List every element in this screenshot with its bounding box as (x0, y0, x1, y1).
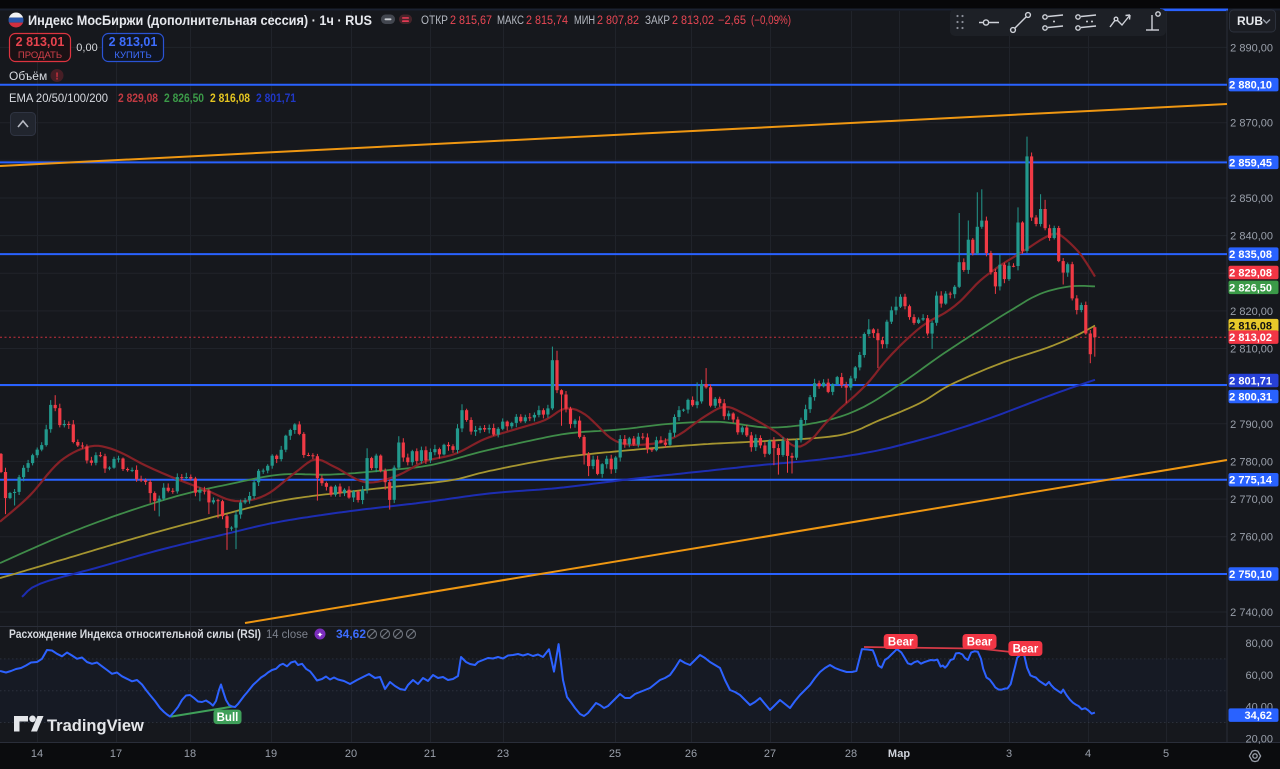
svg-text:2 790,00: 2 790,00 (1230, 419, 1273, 431)
svg-text:23: 23 (497, 748, 509, 760)
svg-text:2 740,00: 2 740,00 (1230, 607, 1273, 619)
svg-text:80,00: 80,00 (1245, 638, 1273, 650)
svg-text:28: 28 (845, 748, 857, 760)
svg-text:Bear: Bear (1013, 644, 1039, 656)
svg-text:2 870,00: 2 870,00 (1230, 118, 1273, 130)
svg-text:20,00: 20,00 (1245, 733, 1273, 745)
svg-text:25: 25 (609, 748, 621, 760)
svg-text:RUB: RUB (1237, 14, 1263, 28)
svg-text:Объём: Объём (9, 69, 47, 83)
svg-text:2 829,08: 2 829,08 (1229, 268, 1272, 280)
svg-text:(−0,09%): (−0,09%) (751, 15, 791, 27)
svg-text:−2,65: −2,65 (718, 15, 746, 27)
svg-text:МАКС: МАКС (497, 15, 524, 27)
svg-text:19: 19 (265, 748, 277, 760)
svg-text:21: 21 (424, 748, 436, 760)
svg-text:2 813,01: 2 813,01 (16, 35, 65, 49)
svg-text:2 816,08: 2 816,08 (210, 91, 250, 105)
svg-text:TradingView: TradingView (47, 717, 144, 735)
svg-text:✦: ✦ (317, 631, 324, 640)
svg-text:Мар: Мар (888, 748, 910, 760)
svg-text:2 816,08: 2 816,08 (1229, 321, 1272, 333)
svg-text:27: 27 (764, 748, 776, 760)
svg-text:60,00: 60,00 (1245, 670, 1273, 682)
svg-text:4: 4 (1085, 748, 1091, 760)
svg-text:2 810,00: 2 810,00 (1230, 344, 1273, 356)
svg-text:26: 26 (685, 748, 697, 760)
svg-text:2 835,08: 2 835,08 (1229, 249, 1272, 261)
svg-text:Bear: Bear (967, 637, 993, 649)
svg-text:2 750,10: 2 750,10 (1229, 569, 1272, 581)
svg-text:2 826,50: 2 826,50 (1229, 282, 1272, 294)
svg-text:2 813,02: 2 813,02 (1229, 332, 1272, 344)
svg-text:Bull: Bull (217, 712, 239, 724)
svg-text:ОТКР: ОТКР (421, 15, 448, 27)
svg-text:2 801,71: 2 801,71 (256, 91, 296, 105)
svg-text:20: 20 (345, 748, 357, 760)
svg-text:14: 14 (31, 748, 43, 760)
svg-text:2 815,74: 2 815,74 (526, 15, 569, 27)
svg-text:2 850,00: 2 850,00 (1230, 193, 1273, 205)
svg-text:2 880,10: 2 880,10 (1229, 80, 1272, 92)
svg-text:2 820,00: 2 820,00 (1230, 306, 1273, 318)
svg-text:2 770,00: 2 770,00 (1230, 494, 1273, 506)
svg-text:2 859,45: 2 859,45 (1229, 157, 1272, 169)
svg-text:14 close: 14 close (266, 627, 308, 641)
svg-text:0,00: 0,00 (76, 42, 97, 54)
svg-text:КУПИТЬ: КУПИТЬ (114, 50, 151, 61)
svg-text:5: 5 (1163, 748, 1169, 760)
svg-text:2 801,71: 2 801,71 (1229, 376, 1272, 388)
svg-text:18: 18 (184, 748, 196, 760)
svg-text:2 813,02: 2 813,02 (672, 15, 714, 27)
svg-text:Расхождение Индекса относитель: Расхождение Индекса относительной силы (… (9, 627, 261, 641)
svg-text:17: 17 (110, 748, 122, 760)
svg-text:2 890,00: 2 890,00 (1230, 42, 1273, 54)
svg-text:34,62: 34,62 (1244, 710, 1272, 722)
svg-text:2 826,50: 2 826,50 (164, 91, 204, 105)
svg-text:2 815,67: 2 815,67 (450, 15, 492, 27)
svg-text:Bear: Bear (888, 637, 914, 649)
svg-text:2 807,82: 2 807,82 (597, 15, 639, 27)
svg-text:2 829,08: 2 829,08 (118, 91, 158, 105)
svg-text:!: ! (55, 72, 58, 83)
svg-text:Индекс МосБиржи (дополнительна: Индекс МосБиржи (дополнительная сессия) … (28, 12, 372, 28)
svg-text:МИН: МИН (574, 15, 595, 27)
svg-text:2 780,00: 2 780,00 (1230, 456, 1273, 468)
svg-text:ЗАКР: ЗАКР (645, 15, 670, 27)
svg-text:2 760,00: 2 760,00 (1230, 532, 1273, 544)
svg-text:2 775,14: 2 775,14 (1229, 475, 1273, 487)
svg-text:2 840,00: 2 840,00 (1230, 231, 1273, 243)
svg-text:2 800,31: 2 800,31 (1229, 392, 1272, 404)
svg-text:2 813,01: 2 813,01 (109, 35, 158, 49)
svg-text:EMA 20/50/100/200: EMA 20/50/100/200 (9, 91, 108, 105)
svg-text:ПРОДАТЬ: ПРОДАТЬ (18, 50, 62, 61)
svg-text:34,62: 34,62 (336, 627, 366, 641)
svg-text:3: 3 (1006, 748, 1012, 760)
